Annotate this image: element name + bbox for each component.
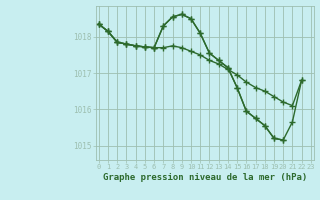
X-axis label: Graphe pression niveau de la mer (hPa): Graphe pression niveau de la mer (hPa) [103, 173, 307, 182]
